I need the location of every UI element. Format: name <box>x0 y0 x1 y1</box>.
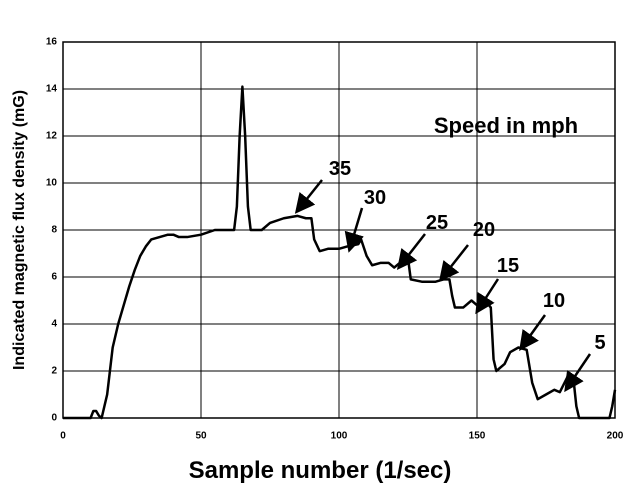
plot-frame <box>62 41 616 419</box>
y-tick-label: 2 <box>51 366 57 377</box>
annotation-arrow <box>475 278 500 315</box>
data-line <box>63 85 617 420</box>
annotation: 35 <box>329 158 351 180</box>
annotation: 20 <box>473 219 495 241</box>
x-tick-label: 150 <box>469 431 486 442</box>
x-tick-label: 0 <box>60 431 66 442</box>
annotation-arrow <box>564 353 592 393</box>
annotation: 25 <box>426 212 448 234</box>
annotation-arrow <box>344 207 364 253</box>
y-tick-label: 14 <box>46 84 58 95</box>
annotation: 5 <box>594 332 605 354</box>
annotation: 10 <box>543 290 565 312</box>
y-tick-label: 6 <box>51 272 57 283</box>
y-tick-label: 8 <box>51 225 57 236</box>
x-tick-label: 200 <box>607 431 624 442</box>
annotation-arrow <box>396 233 426 270</box>
x-tick-label: 50 <box>195 431 207 442</box>
y-tick-label: 10 <box>46 178 58 189</box>
x-tick-label: 100 <box>331 431 348 442</box>
annotation: 30 <box>364 187 386 209</box>
annotation-arrow <box>294 179 323 214</box>
y-tick-label: 16 <box>46 37 58 48</box>
y-axis-label: Indicated magnetic flux density (mG) <box>11 90 28 370</box>
annotation-arrow <box>519 314 547 352</box>
y-tick-label: 4 <box>51 319 57 330</box>
annotation: 15 <box>497 255 519 277</box>
y-tick-label: 0 <box>51 413 57 424</box>
y-tick-label: 12 <box>46 131 58 142</box>
annotation: Speed in mph <box>434 113 578 138</box>
annotation-arrow <box>438 244 469 282</box>
x-axis-label: Sample number (1/sec) <box>189 457 452 484</box>
